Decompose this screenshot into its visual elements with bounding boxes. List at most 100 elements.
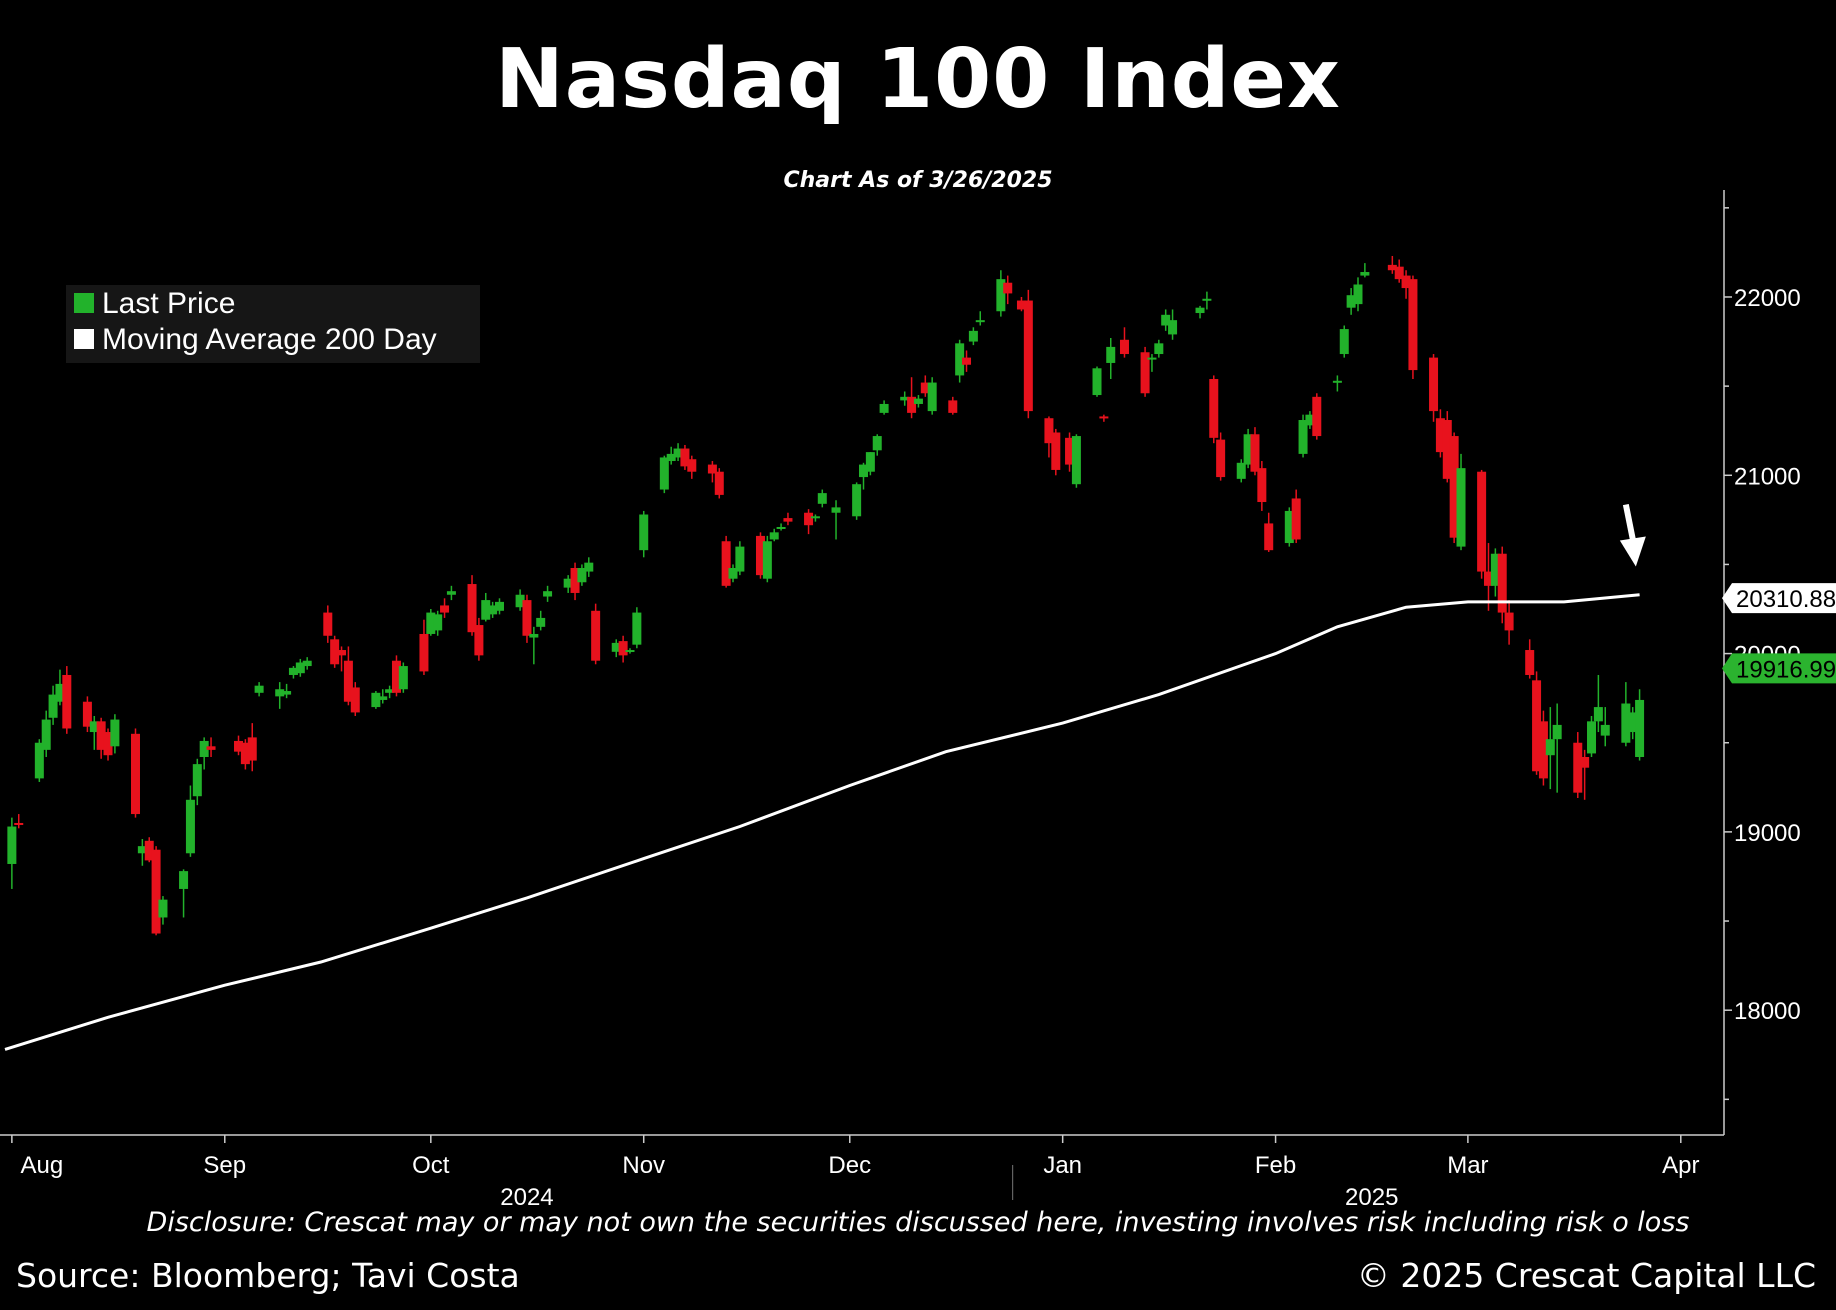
candle-body bbox=[206, 746, 216, 750]
candle-body bbox=[673, 448, 683, 458]
candle bbox=[288, 666, 298, 679]
last-price-flag-background bbox=[1722, 653, 1836, 684]
candle bbox=[254, 682, 264, 697]
candle bbox=[1236, 459, 1246, 483]
candle bbox=[673, 443, 683, 462]
candle-body bbox=[1168, 320, 1178, 335]
annotation-arrow bbox=[1619, 503, 1646, 567]
candle-body bbox=[872, 436, 882, 451]
chart-subtitle: Chart As of 3/26/2025 bbox=[783, 168, 1053, 193]
chart-legend: Last Price Moving Average 200 Day bbox=[66, 285, 480, 363]
legend-swatch-moving-average bbox=[74, 329, 94, 349]
candle bbox=[1408, 275, 1418, 379]
candle bbox=[247, 723, 257, 772]
candle bbox=[1545, 707, 1555, 790]
candle-body bbox=[776, 526, 786, 529]
candle-body bbox=[14, 822, 24, 825]
candle-body bbox=[1353, 284, 1363, 305]
candle bbox=[1580, 749, 1590, 800]
candle bbox=[611, 639, 621, 658]
candle bbox=[1168, 309, 1178, 340]
candle bbox=[1216, 432, 1226, 481]
candle bbox=[913, 395, 923, 408]
y-tick-label: 22000 bbox=[1734, 285, 1801, 312]
candle-body bbox=[385, 689, 395, 693]
candle-body bbox=[687, 459, 697, 472]
candle-body bbox=[1044, 418, 1054, 444]
candle bbox=[378, 689, 388, 704]
candle bbox=[769, 528, 779, 542]
candle bbox=[419, 619, 429, 675]
candle bbox=[872, 434, 882, 456]
candle-body bbox=[962, 357, 972, 365]
candle bbox=[955, 339, 965, 383]
candle-body bbox=[1264, 523, 1274, 551]
candle-body bbox=[804, 512, 814, 526]
candle bbox=[1401, 270, 1411, 299]
candle bbox=[1023, 289, 1033, 419]
candle bbox=[962, 350, 972, 372]
candle-body bbox=[1497, 553, 1507, 613]
x-tick-label: Oct bbox=[412, 1152, 450, 1179]
candle-body bbox=[913, 398, 923, 404]
candle-body bbox=[769, 532, 779, 540]
candle bbox=[1552, 703, 1562, 793]
candle-body bbox=[41, 719, 51, 750]
disclosure-text: Disclosure: Crescat may or may not own t… bbox=[146, 1207, 1690, 1238]
candle-body bbox=[1202, 298, 1212, 301]
candle-body bbox=[1635, 699, 1645, 757]
candle bbox=[41, 710, 51, 757]
candle bbox=[1360, 263, 1370, 278]
candle-body bbox=[584, 562, 594, 572]
candle-body bbox=[7, 826, 17, 864]
candle bbox=[1387, 255, 1397, 274]
candle bbox=[1504, 600, 1514, 645]
candle bbox=[1635, 689, 1645, 761]
candle bbox=[1003, 275, 1013, 305]
candle bbox=[776, 523, 786, 531]
candle-body bbox=[666, 453, 676, 462]
candle-body bbox=[1552, 724, 1562, 740]
candle bbox=[1140, 346, 1150, 397]
candle-body bbox=[1587, 721, 1597, 754]
candle-body bbox=[1580, 757, 1590, 768]
candle bbox=[996, 270, 1006, 317]
candle-body bbox=[199, 740, 209, 757]
candle bbox=[577, 564, 587, 586]
candle-body bbox=[625, 650, 635, 653]
candle bbox=[515, 589, 525, 611]
last-price-flag-text: 19916.99 bbox=[1736, 656, 1836, 683]
candle bbox=[1147, 354, 1157, 372]
candle bbox=[563, 575, 573, 593]
candle bbox=[659, 455, 669, 494]
candle bbox=[433, 610, 443, 636]
candle-body bbox=[659, 457, 669, 490]
candle-body bbox=[1442, 420, 1452, 479]
candle bbox=[817, 489, 827, 508]
candle-body bbox=[1209, 379, 1219, 438]
candle bbox=[1490, 548, 1500, 597]
candle-body bbox=[1573, 742, 1583, 793]
candle bbox=[968, 327, 978, 346]
x-tick-label: Sep bbox=[203, 1152, 246, 1179]
candle-body bbox=[1408, 279, 1418, 371]
candle-body bbox=[96, 721, 106, 750]
candle-body bbox=[536, 617, 546, 627]
candle-body bbox=[110, 719, 120, 747]
candle-body bbox=[1593, 707, 1603, 722]
candle-body bbox=[1332, 380, 1342, 383]
candle bbox=[1195, 305, 1205, 319]
last-price-flag: 19916.99 bbox=[1722, 653, 1836, 684]
candle-body bbox=[817, 493, 827, 504]
candle bbox=[130, 728, 140, 818]
candle bbox=[144, 837, 154, 863]
candle-body bbox=[721, 541, 731, 586]
candle bbox=[721, 535, 731, 588]
candle-body bbox=[137, 846, 147, 854]
candle-body bbox=[577, 568, 587, 583]
candle bbox=[1161, 309, 1171, 331]
x-tick-label: Apr bbox=[1662, 1152, 1699, 1179]
candle-body bbox=[900, 396, 910, 401]
candle-body bbox=[350, 687, 360, 713]
candle-body bbox=[426, 612, 436, 634]
